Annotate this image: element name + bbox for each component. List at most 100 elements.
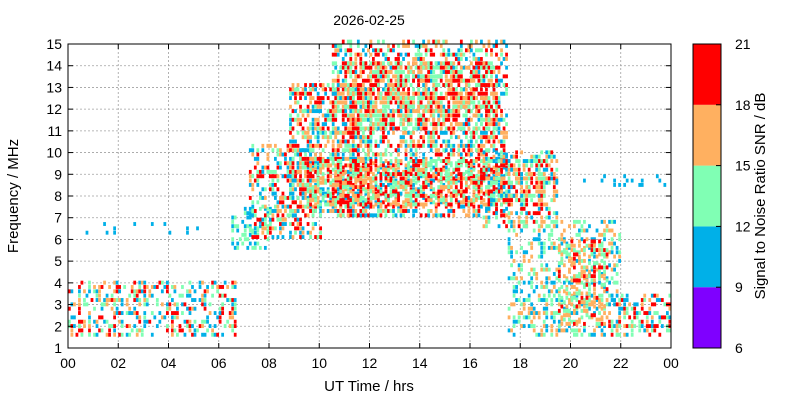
heatmap-cell	[382, 161, 385, 166]
heatmap-cell	[339, 70, 343, 74]
heatmap-cell	[517, 167, 521, 172]
heatmap-cell	[500, 174, 503, 179]
heatmap-cell	[567, 269, 571, 274]
heatmap-cell	[540, 267, 544, 272]
colorbar-segment	[693, 44, 721, 105]
heatmap-cell	[525, 185, 529, 190]
heatmap-cell	[608, 219, 611, 224]
heatmap-cell	[598, 263, 601, 268]
heatmap-cell	[364, 91, 368, 96]
heatmap-cell	[397, 148, 400, 153]
heatmap-cell	[462, 176, 466, 181]
heatmap-cell	[467, 117, 471, 122]
heatmap-cell	[387, 174, 390, 179]
heatmap-cell	[309, 163, 312, 168]
heatmap-cell	[442, 196, 446, 200]
heatmap-cell	[341, 180, 345, 185]
heatmap-cell	[419, 117, 423, 122]
heatmap-cell	[640, 319, 644, 324]
heatmap-cell	[480, 196, 483, 200]
heatmap-cell	[176, 302, 179, 307]
heatmap-cell	[467, 126, 471, 131]
heatmap-cell	[402, 39, 405, 44]
heatmap-cell	[540, 206, 544, 211]
heatmap-cell	[341, 174, 345, 179]
heatmap-cell	[294, 100, 297, 105]
heatmap-cell	[593, 248, 596, 253]
heatmap-cell	[399, 96, 403, 101]
heatmap-cell	[289, 235, 292, 239]
heatmap-cell	[537, 189, 541, 194]
heatmap-cell	[593, 241, 596, 246]
heatmap-cell	[346, 65, 350, 70]
heatmap-cell	[527, 211, 531, 216]
heatmap-cell	[314, 163, 317, 168]
heatmap-cell	[351, 161, 355, 166]
heatmap-cell	[389, 78, 393, 83]
heatmap-cell	[339, 130, 343, 135]
heatmap-cell	[281, 174, 285, 179]
heatmap-cell	[407, 44, 410, 48]
heatmap-cell	[374, 180, 378, 185]
heatmap-cell	[515, 289, 518, 294]
heatmap-cell	[389, 178, 393, 183]
heatmap-cell	[487, 122, 491, 127]
heatmap-cell	[407, 113, 410, 118]
heatmap-cell	[339, 200, 343, 205]
heatmap-cell	[547, 163, 551, 168]
heatmap-cell	[329, 135, 333, 140]
heatmap-cell	[304, 165, 307, 170]
heatmap-cell	[412, 57, 415, 61]
heatmap-cell	[580, 315, 584, 320]
heatmap-cell	[110, 293, 114, 298]
heatmap-cell	[422, 57, 426, 61]
heatmap-cell	[600, 298, 604, 302]
heatmap-cell	[263, 196, 267, 200]
heatmap-cell	[251, 209, 255, 213]
heatmap-cell	[336, 52, 340, 57]
heatmap-cell	[140, 280, 144, 285]
heatmap-cell	[397, 169, 400, 174]
heatmap-cell	[125, 311, 129, 315]
heatmap-cell	[289, 161, 292, 166]
heatmap-cell	[356, 52, 360, 57]
heatmap-cell	[364, 191, 368, 196]
heatmap-cell	[359, 191, 363, 196]
heatmap-cell	[439, 113, 443, 118]
heatmap-cell	[316, 122, 320, 127]
heatmap-cell	[366, 100, 370, 105]
heatmap-cell	[331, 191, 335, 196]
heatmap-cell	[359, 74, 363, 79]
heatmap-cell	[346, 200, 350, 205]
heatmap-cell	[580, 302, 584, 307]
heatmap-cell	[404, 65, 408, 70]
heatmap-cell	[409, 189, 413, 194]
heatmap-cell	[477, 213, 481, 218]
heatmap-cell	[346, 148, 350, 153]
heatmap-cell	[354, 213, 358, 218]
heatmap-cell	[238, 237, 242, 242]
heatmap-cell	[432, 213, 436, 218]
heatmap-cell	[309, 156, 312, 161]
heatmap-cell	[590, 300, 594, 305]
heatmap-cell	[339, 161, 343, 166]
heatmap-cell	[437, 148, 441, 153]
heatmap-cell	[605, 302, 609, 307]
heatmap-cell	[404, 83, 408, 87]
heatmap-cell	[472, 74, 476, 79]
heatmap-cell	[598, 265, 601, 270]
heatmap-cell	[495, 189, 498, 194]
heatmap-cell	[331, 52, 335, 57]
heatmap-cell	[392, 204, 395, 209]
heatmap-cell	[567, 321, 571, 326]
heatmap-cell	[429, 130, 433, 135]
heatmap-cell	[402, 172, 405, 177]
heatmap-cell	[377, 165, 380, 170]
heatmap-cell	[334, 109, 338, 114]
heatmap-cell	[351, 143, 355, 148]
heatmap-cell	[459, 122, 463, 127]
heatmap-cell	[603, 282, 606, 287]
heatmap-cell	[515, 319, 518, 324]
heatmap-cell	[309, 187, 312, 192]
heatmap-cell	[449, 96, 453, 101]
